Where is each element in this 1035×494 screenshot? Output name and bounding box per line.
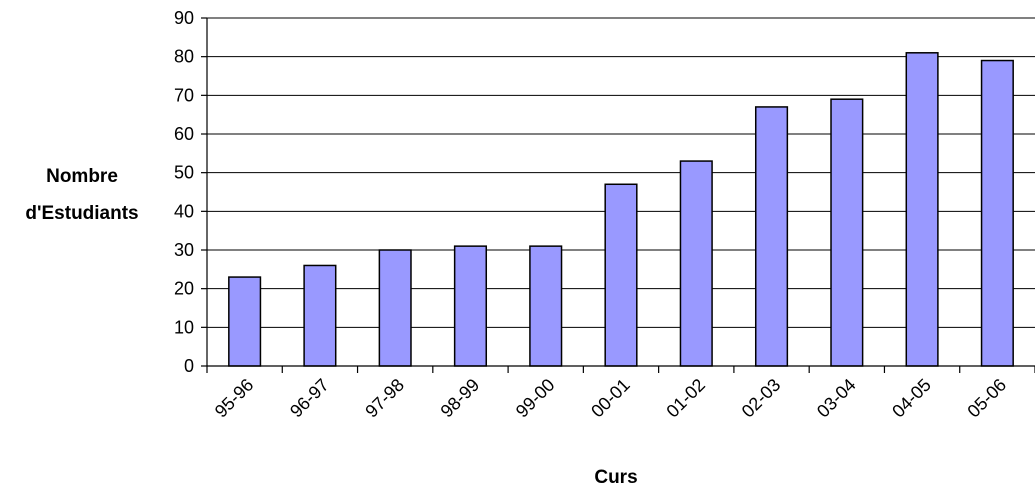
x-tick-label: 04-05 <box>888 375 935 422</box>
x-tick-label: 95-96 <box>211 375 258 422</box>
x-tick-label: 03-04 <box>813 375 860 422</box>
x-tick-label: 98-99 <box>437 375 484 422</box>
bar-00-01 <box>604 183 638 367</box>
y-tick-label: 60 <box>174 124 194 144</box>
x-tick-label: 02-03 <box>738 375 785 422</box>
y-tick-label: 40 <box>174 201 194 221</box>
y-tick-label: 70 <box>174 85 194 105</box>
gridlines <box>207 17 1035 328</box>
x-tick-label: 00-01 <box>587 375 634 422</box>
x-tick-label: 05-06 <box>963 375 1010 422</box>
y-tick-label: 50 <box>174 163 194 183</box>
y-axis-title-line-2: d'Estudiants <box>25 203 138 224</box>
bar-02-03 <box>754 106 789 367</box>
x-tick-label: 01-02 <box>662 375 709 422</box>
bars <box>228 52 1014 367</box>
x-tick-label: 96-97 <box>286 375 333 422</box>
bar-03-04 <box>830 98 864 367</box>
bar-04-05 <box>905 52 939 367</box>
bar-97-98 <box>378 249 412 367</box>
y-tick-label: 10 <box>174 317 194 337</box>
y-tick-labels: 0 10 20 30 40 50 60 70 80 90 <box>174 8 194 376</box>
x-tick-label: 99-00 <box>512 375 559 422</box>
y-tick-label: 80 <box>174 47 194 67</box>
y-tick-label: 0 <box>184 356 194 376</box>
y-axis-title-line-1: Nombre <box>46 166 118 187</box>
x-axis-title: Curs <box>594 467 637 488</box>
bar-96-97 <box>303 264 337 367</box>
bar-05-06 <box>980 59 1014 367</box>
bar-99-00 <box>529 245 563 367</box>
axes <box>201 17 1035 373</box>
bar-98-99 <box>453 245 488 367</box>
y-tick-label: 20 <box>174 279 194 299</box>
x-tick-label: 97-98 <box>361 375 408 422</box>
bar-95-96 <box>228 276 262 367</box>
y-tick-label: 30 <box>174 240 194 260</box>
x-tick-labels: 95-96 96-97 97-98 98-99 99-00 00-01 01-02 02-03… <box>211 375 1010 422</box>
bar-01-02 <box>679 160 713 367</box>
y-tick-label: 90 <box>174 8 194 28</box>
